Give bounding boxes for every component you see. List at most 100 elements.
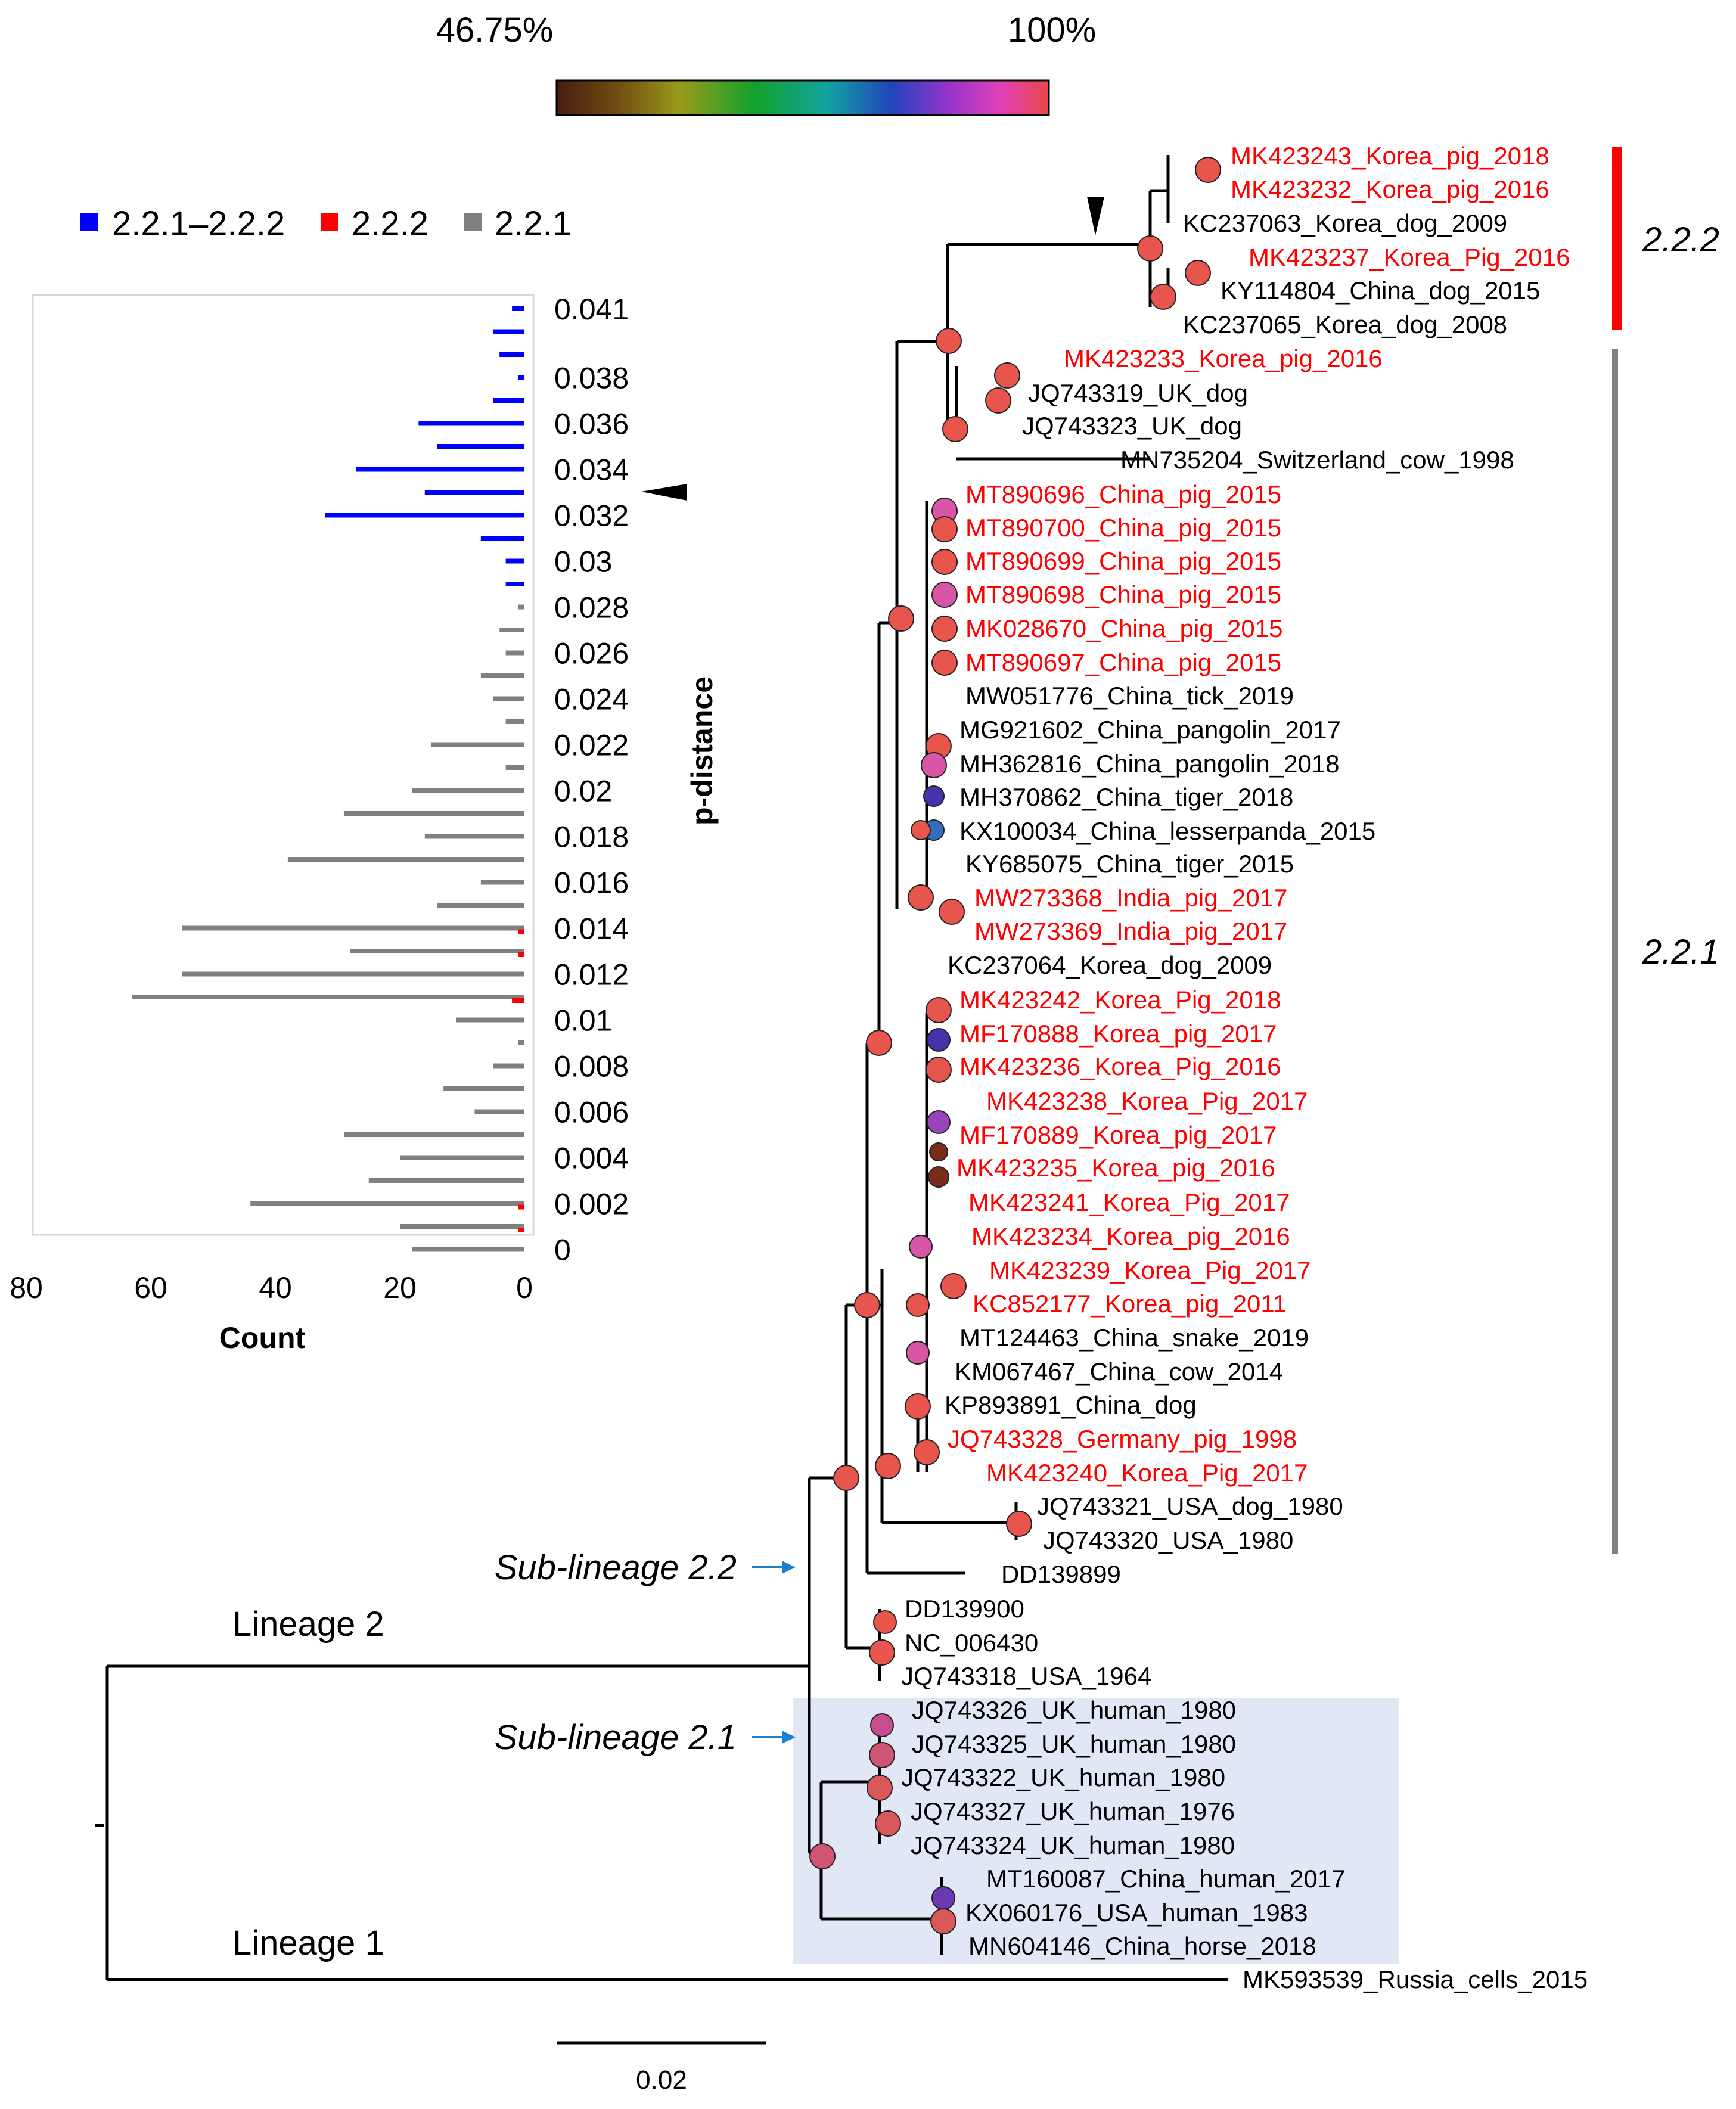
y-tick-label: 0.036 [554, 408, 629, 441]
y-tick-label: 0.01 [554, 1004, 612, 1038]
histogram-bar [512, 998, 524, 1003]
leaf-label: MT890699_China_pig_2015 [965, 547, 1281, 575]
node [866, 1030, 892, 1056]
node [931, 549, 958, 575]
node [1006, 1511, 1032, 1537]
node [906, 1293, 930, 1317]
node [930, 1908, 956, 1934]
color-scale-gradient-bar [555, 79, 1050, 116]
histogram-bar [505, 719, 524, 724]
histogram-bar [424, 834, 524, 839]
leaf-label: MN735204_Switzerland_cow_1998 [1120, 446, 1514, 474]
node [994, 362, 1020, 389]
leaf-label: JQ743328_Germany_pig_1998 [948, 1425, 1297, 1453]
node [939, 899, 965, 925]
leaf-label: JQ743325_UK_human_1980 [912, 1730, 1236, 1758]
leaf-label: MK423236_Korea_Pig_2016 [959, 1052, 1281, 1080]
leaf-label: MK423232_Korea_pig_2016 [1231, 175, 1549, 203]
node [926, 1057, 952, 1083]
lineage-1-label: Lineage 1 [232, 1924, 384, 1962]
tree-leaf-labels: MK423243_Korea_pig_2018 MK423232_Korea_pi… [901, 142, 1588, 1993]
leaf-label: MG921602_China_pangolin_2017 [959, 716, 1341, 744]
leaf-label: MT890698_China_pig_2015 [965, 580, 1281, 608]
node [929, 1142, 948, 1161]
histogram-bar [325, 513, 524, 518]
tree-scale-bar: 0.02 [557, 2041, 766, 2095]
node [927, 1110, 951, 1134]
histogram-bar [505, 582, 524, 586]
node [869, 1742, 895, 1768]
leaf-label: KM067467_China_cow_2014 [955, 1358, 1283, 1386]
branch-usa-1980-clade [882, 1502, 1018, 1540]
node [909, 1235, 933, 1259]
leaf-label: DD139900 [905, 1595, 1024, 1623]
color-scale: 46.75% 100% [436, 11, 1096, 116]
histogram-bar [412, 788, 524, 793]
histogram-y-axis-title: p-distance [685, 676, 719, 825]
histogram-bar [474, 1109, 524, 1114]
leaf-label: MT160087_China_human_2017 [986, 1865, 1345, 1893]
legend-swatch-blue [80, 213, 98, 231]
y-tick-label: 0.041 [554, 293, 629, 326]
node [985, 387, 1011, 414]
y-tick-label: 0.028 [554, 591, 629, 625]
node [921, 752, 947, 778]
histogram-bar [350, 949, 524, 953]
histogram-bar [480, 536, 524, 541]
histogram-bar [499, 628, 524, 632]
legend-swatch-red [321, 213, 338, 231]
leaf-label: MK028670_China_pig_2015 [965, 614, 1282, 642]
leaf-label: JQ743323_UK_dog [1022, 412, 1242, 440]
node [1185, 260, 1211, 286]
histogram-bar [424, 490, 524, 495]
node [833, 1465, 859, 1491]
histogram-bar [343, 811, 524, 816]
y-tick-label: 0.038 [554, 362, 629, 395]
histogram-bar [356, 467, 524, 472]
histogram-plot-area [32, 294, 535, 1236]
node [914, 1439, 940, 1465]
leaf-label: MH370862_China_tiger_2018 [959, 783, 1293, 811]
sub-lineage-2-2-label: Sub-lineage 2.2 [495, 1548, 737, 1587]
color-scale-max-label: 100% [1008, 11, 1096, 49]
node [936, 328, 962, 354]
sub-lineage-2-1-label: Sub-lineage 2.1 [495, 1718, 737, 1757]
branch-2-2-2 [948, 191, 1152, 307]
leaf-label: KY114804_China_dog_2015 [1221, 277, 1540, 305]
leaf-label: MT890700_China_pig_2015 [965, 514, 1281, 542]
histogram-bar [368, 1178, 524, 1183]
y-tick-label: 0.002 [554, 1188, 629, 1221]
node [905, 1393, 931, 1420]
histogram-bar [437, 903, 524, 908]
y-tick-label: 0.018 [554, 821, 629, 854]
leaf-label: KC237063_Korea_dog_2009 [1183, 209, 1507, 237]
sub-lineage-2-1-arrowhead [782, 1731, 796, 1744]
y-tick-label: 0.024 [554, 683, 629, 716]
clade-bar-2-2-1 [1612, 349, 1618, 1554]
histogram-bar [182, 971, 524, 977]
histogram-bar [493, 329, 524, 334]
legend-swatch-gray [464, 213, 482, 231]
y-tick-label: 0.034 [554, 454, 629, 487]
leaf-label: MK423233_Korea_pig_2016 [1064, 344, 1383, 372]
clade-bar-2-2-2 [1612, 147, 1622, 330]
node [931, 1886, 955, 1910]
histogram-arrowhead-marker [641, 484, 687, 501]
histogram-bar [443, 1086, 524, 1091]
leaf-label: MT890697_China_pig_2015 [965, 648, 1281, 676]
histogram-y-ticks: 0.041 0.038 0.036 0.034 0.032 0.03 0.028 0.026 0… [554, 293, 629, 1267]
tree-nodes [809, 157, 1221, 1934]
histogram: 80 60 40 20 0 0.0410.0380.0360.0340.0320.030… [10, 293, 719, 1355]
node [873, 1610, 897, 1634]
node [1150, 284, 1176, 310]
clade-label-2-2-1: 2.2.1 [1642, 933, 1719, 971]
node [867, 1775, 893, 1801]
leaf-label: KX100034_China_lesserpanda_2015 [959, 817, 1375, 845]
leaf-label: MK423239_Korea_Pig_2017 [989, 1256, 1310, 1284]
histogram-bar [437, 444, 524, 449]
histogram-bar [132, 995, 524, 999]
leaf-label: JQ743321_USA_dog_1980 [1037, 1492, 1343, 1520]
histogram-bar [499, 352, 524, 357]
histogram-bar [518, 375, 524, 380]
leaf-label: MT124463_China_snake_2019 [959, 1324, 1309, 1352]
